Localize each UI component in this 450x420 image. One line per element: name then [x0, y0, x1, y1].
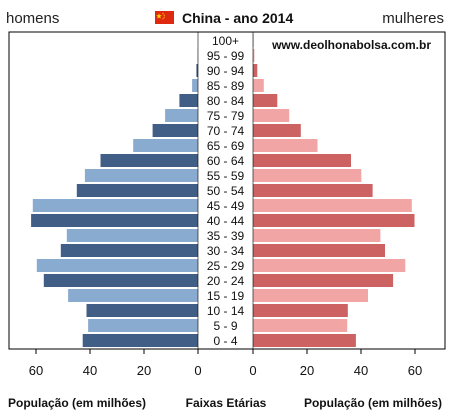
bar-women-20 [253, 334, 356, 347]
age-label-5: 75 - 79 [207, 109, 245, 123]
female-bars [253, 34, 415, 347]
age-label-1: 95 - 99 [207, 49, 245, 63]
bar-men-14 [60, 244, 198, 257]
bar-women-13 [253, 229, 381, 242]
age-label-16: 20 - 24 [207, 274, 245, 288]
tick-label-left-2: 20 [137, 363, 151, 378]
age-label-13: 35 - 39 [207, 229, 245, 243]
age-label-10: 50 - 54 [207, 184, 245, 198]
bar-men-2 [196, 64, 198, 77]
bar-men-10 [76, 184, 198, 197]
bar-men-19 [88, 319, 198, 332]
bar-women-19 [253, 319, 348, 332]
bar-men-17 [68, 289, 198, 302]
bar-women-4 [253, 94, 278, 107]
age-label-2: 90 - 94 [207, 64, 245, 78]
age-label-8: 60 - 64 [207, 154, 245, 168]
age-label-20: 0 - 4 [213, 334, 237, 348]
bar-men-18 [86, 304, 198, 317]
tick-label-right-1: 20 [300, 363, 314, 378]
bar-men-8 [100, 154, 198, 167]
bar-women-3 [253, 79, 264, 92]
bar-women-1 [253, 49, 255, 62]
bar-women-12 [253, 214, 415, 227]
china-flag-icon [155, 11, 174, 24]
bar-men-7 [133, 139, 198, 152]
bar-women-5 [253, 109, 290, 122]
bar-women-18 [253, 304, 348, 317]
tick-label-left-1: 40 [83, 363, 97, 378]
right-legend-label: mulheres [382, 10, 444, 27]
age-label-18: 10 - 14 [207, 304, 245, 318]
source-label: www.deolhonabolsa.com.br [271, 38, 431, 52]
age-label-3: 85 - 89 [207, 79, 245, 93]
bar-women-8 [253, 154, 351, 167]
bar-women-9 [253, 169, 362, 182]
bar-men-12 [31, 214, 198, 227]
tick-label-right-0: 0 [249, 363, 256, 378]
bar-women-14 [253, 244, 385, 257]
age-label-19: 5 - 9 [213, 319, 237, 333]
left-legend-label: homens [6, 10, 59, 27]
bar-men-4 [179, 94, 198, 107]
age-label-12: 40 - 44 [207, 214, 245, 228]
bar-men-20 [82, 334, 198, 347]
chart-title: China - ano 2014 [182, 10, 293, 26]
x-axis-label-right: População (em milhões) [304, 396, 442, 410]
bar-men-9 [84, 169, 198, 182]
bar-women-10 [253, 184, 373, 197]
tick-label-right-2: 40 [354, 363, 368, 378]
bar-men-5 [165, 109, 198, 122]
age-label-7: 65 - 69 [207, 139, 245, 153]
bar-men-16 [43, 274, 198, 287]
tick-label-left-3: 0 [194, 363, 201, 378]
bar-women-11 [253, 199, 412, 212]
age-label-6: 70 - 74 [207, 124, 245, 138]
bar-women-7 [253, 139, 318, 152]
x-axis-ticks: 60 40 20 0 0 20 40 60 [29, 32, 422, 378]
age-label-14: 30 - 34 [207, 244, 245, 258]
age-label-11: 45 - 49 [207, 199, 245, 213]
x-axis-label-left: População (em milhões) [8, 396, 146, 410]
bar-men-13 [66, 229, 198, 242]
age-label-15: 25 - 29 [207, 259, 245, 273]
bar-women-16 [253, 274, 394, 287]
age-label-4: 80 - 84 [207, 94, 245, 108]
plot-frame [8, 31, 446, 350]
bar-women-2 [253, 64, 258, 77]
bar-women-15 [253, 259, 406, 272]
age-label-0: 100+ [212, 34, 239, 48]
bar-men-11 [32, 199, 198, 212]
tick-label-right-3: 60 [408, 363, 422, 378]
tick-label-left-0: 60 [29, 363, 43, 378]
age-label-17: 15 - 19 [207, 289, 245, 303]
bar-women-6 [253, 124, 301, 137]
male-bars [31, 49, 198, 347]
bar-women-17 [253, 289, 368, 302]
bar-men-15 [36, 259, 198, 272]
x-axis-label-center: Faixas Etárias [186, 396, 267, 410]
bar-men-6 [152, 124, 198, 137]
age-label-9: 55 - 59 [207, 169, 245, 183]
bar-men-3 [192, 79, 198, 92]
